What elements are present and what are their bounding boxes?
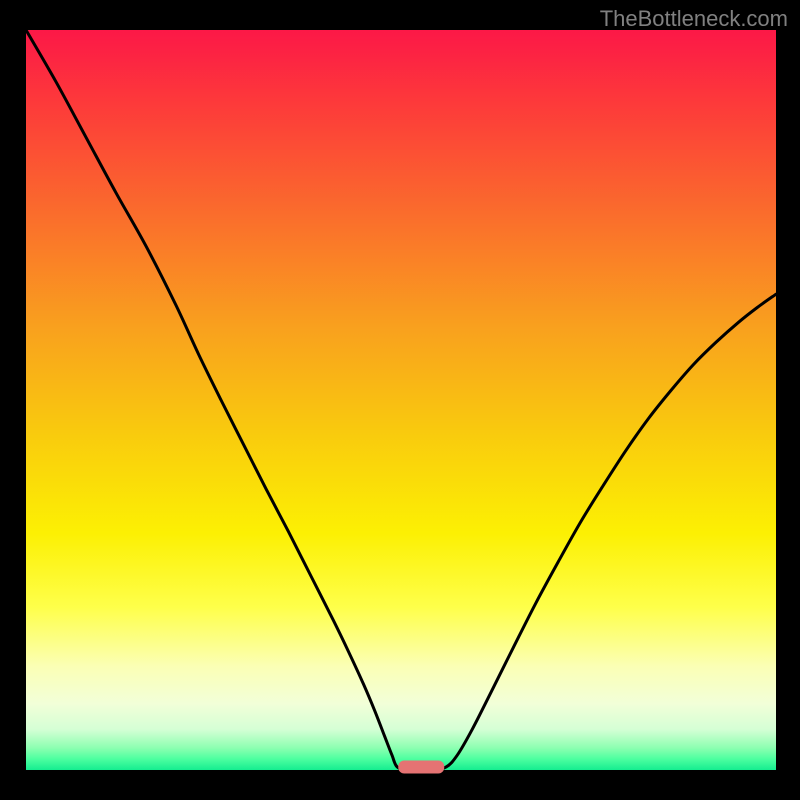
chart-svg <box>0 0 800 800</box>
optimal-marker <box>398 761 444 774</box>
chart-container: TheBottleneck.com <box>0 0 800 800</box>
watermark-text: TheBottleneck.com <box>600 6 788 32</box>
